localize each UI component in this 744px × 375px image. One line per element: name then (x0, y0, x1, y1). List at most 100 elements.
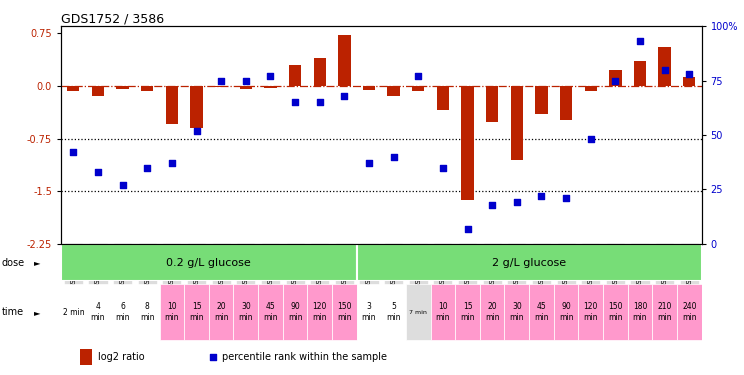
Text: 90
min: 90 min (288, 303, 302, 322)
Text: 4
min: 4 min (91, 303, 105, 322)
Bar (339, 34, 350, 86)
Bar (585, 86, 597, 92)
Bar (240, 86, 252, 89)
Text: 210
min: 210 min (658, 303, 672, 322)
Text: 150
min: 150 min (608, 303, 623, 322)
Bar (510, 86, 523, 159)
Text: 5
min: 5 min (386, 303, 401, 322)
Bar (215, 86, 228, 87)
Point (487, 202, 498, 208)
Bar (356, 244, 702, 281)
Text: ►: ► (33, 308, 40, 316)
Text: 2 g/L glucose: 2 g/L glucose (492, 258, 566, 267)
Text: 2 min: 2 min (62, 308, 84, 316)
Bar (431, 284, 455, 340)
Text: 7 min: 7 min (409, 310, 427, 315)
Bar (209, 284, 234, 340)
Point (363, 160, 375, 166)
Point (437, 165, 449, 171)
Text: percentile rank within the sample: percentile rank within the sample (222, 352, 388, 362)
Bar (363, 86, 375, 90)
Bar (332, 284, 356, 340)
Bar (141, 86, 153, 91)
Bar (554, 284, 578, 340)
Bar (307, 284, 332, 340)
Bar (412, 86, 424, 92)
Bar (117, 86, 129, 89)
Point (536, 193, 548, 199)
Point (314, 99, 326, 105)
Text: 20
min: 20 min (214, 303, 228, 322)
Text: 3
min: 3 min (362, 303, 376, 322)
Text: 15
min: 15 min (461, 303, 475, 322)
Bar (486, 86, 498, 122)
Bar (535, 86, 548, 114)
Bar (185, 284, 209, 340)
Bar (234, 284, 258, 340)
Point (264, 73, 276, 79)
Point (658, 67, 670, 73)
Text: 45
min: 45 min (263, 303, 278, 322)
Bar (289, 65, 301, 86)
Point (339, 93, 350, 99)
Text: 30
min: 30 min (510, 303, 524, 322)
Bar (529, 284, 554, 340)
Text: 10
min: 10 min (436, 303, 450, 322)
Bar (258, 284, 283, 340)
Bar (61, 244, 356, 281)
Point (560, 195, 572, 201)
Text: log2 ratio: log2 ratio (98, 352, 145, 362)
Bar (166, 86, 178, 124)
Point (609, 78, 621, 84)
Bar (628, 284, 652, 340)
Bar (578, 284, 603, 340)
Bar (61, 284, 86, 340)
Point (461, 225, 473, 231)
Bar (437, 86, 449, 111)
Text: 6
min: 6 min (115, 303, 130, 322)
Text: 30
min: 30 min (239, 303, 253, 322)
Point (511, 200, 523, 206)
Bar (67, 86, 80, 92)
Point (240, 78, 251, 84)
Bar (86, 284, 110, 340)
Text: ►: ► (33, 258, 40, 267)
Bar (388, 86, 400, 96)
Bar (135, 284, 159, 340)
Bar (80, 350, 92, 365)
Text: 120
min: 120 min (312, 303, 327, 322)
Text: 180
min: 180 min (632, 303, 647, 322)
Text: 150
min: 150 min (337, 303, 352, 322)
Bar (658, 47, 671, 86)
Bar (677, 284, 702, 340)
Bar (283, 284, 307, 340)
Bar (560, 86, 572, 120)
Point (585, 136, 597, 142)
Text: 8
min: 8 min (140, 303, 155, 322)
Bar (603, 284, 628, 340)
Text: 120
min: 120 min (583, 303, 598, 322)
Point (141, 165, 153, 171)
Point (92, 169, 104, 175)
Bar (356, 284, 382, 340)
Bar (382, 284, 406, 340)
Point (388, 154, 400, 160)
Point (190, 128, 202, 134)
Text: 240
min: 240 min (682, 303, 696, 322)
Text: 10
min: 10 min (164, 303, 179, 322)
Point (683, 71, 695, 77)
Bar (159, 284, 185, 340)
Bar (683, 77, 696, 86)
Point (117, 182, 129, 188)
Text: time: time (1, 307, 24, 317)
Text: 45
min: 45 min (534, 303, 548, 322)
Bar (634, 62, 646, 86)
Point (215, 78, 227, 84)
Bar (264, 86, 277, 88)
Bar (455, 284, 480, 340)
Text: dose: dose (1, 258, 25, 267)
Bar (92, 86, 104, 96)
Bar (406, 284, 431, 340)
Text: 15
min: 15 min (189, 303, 204, 322)
Point (412, 73, 424, 79)
